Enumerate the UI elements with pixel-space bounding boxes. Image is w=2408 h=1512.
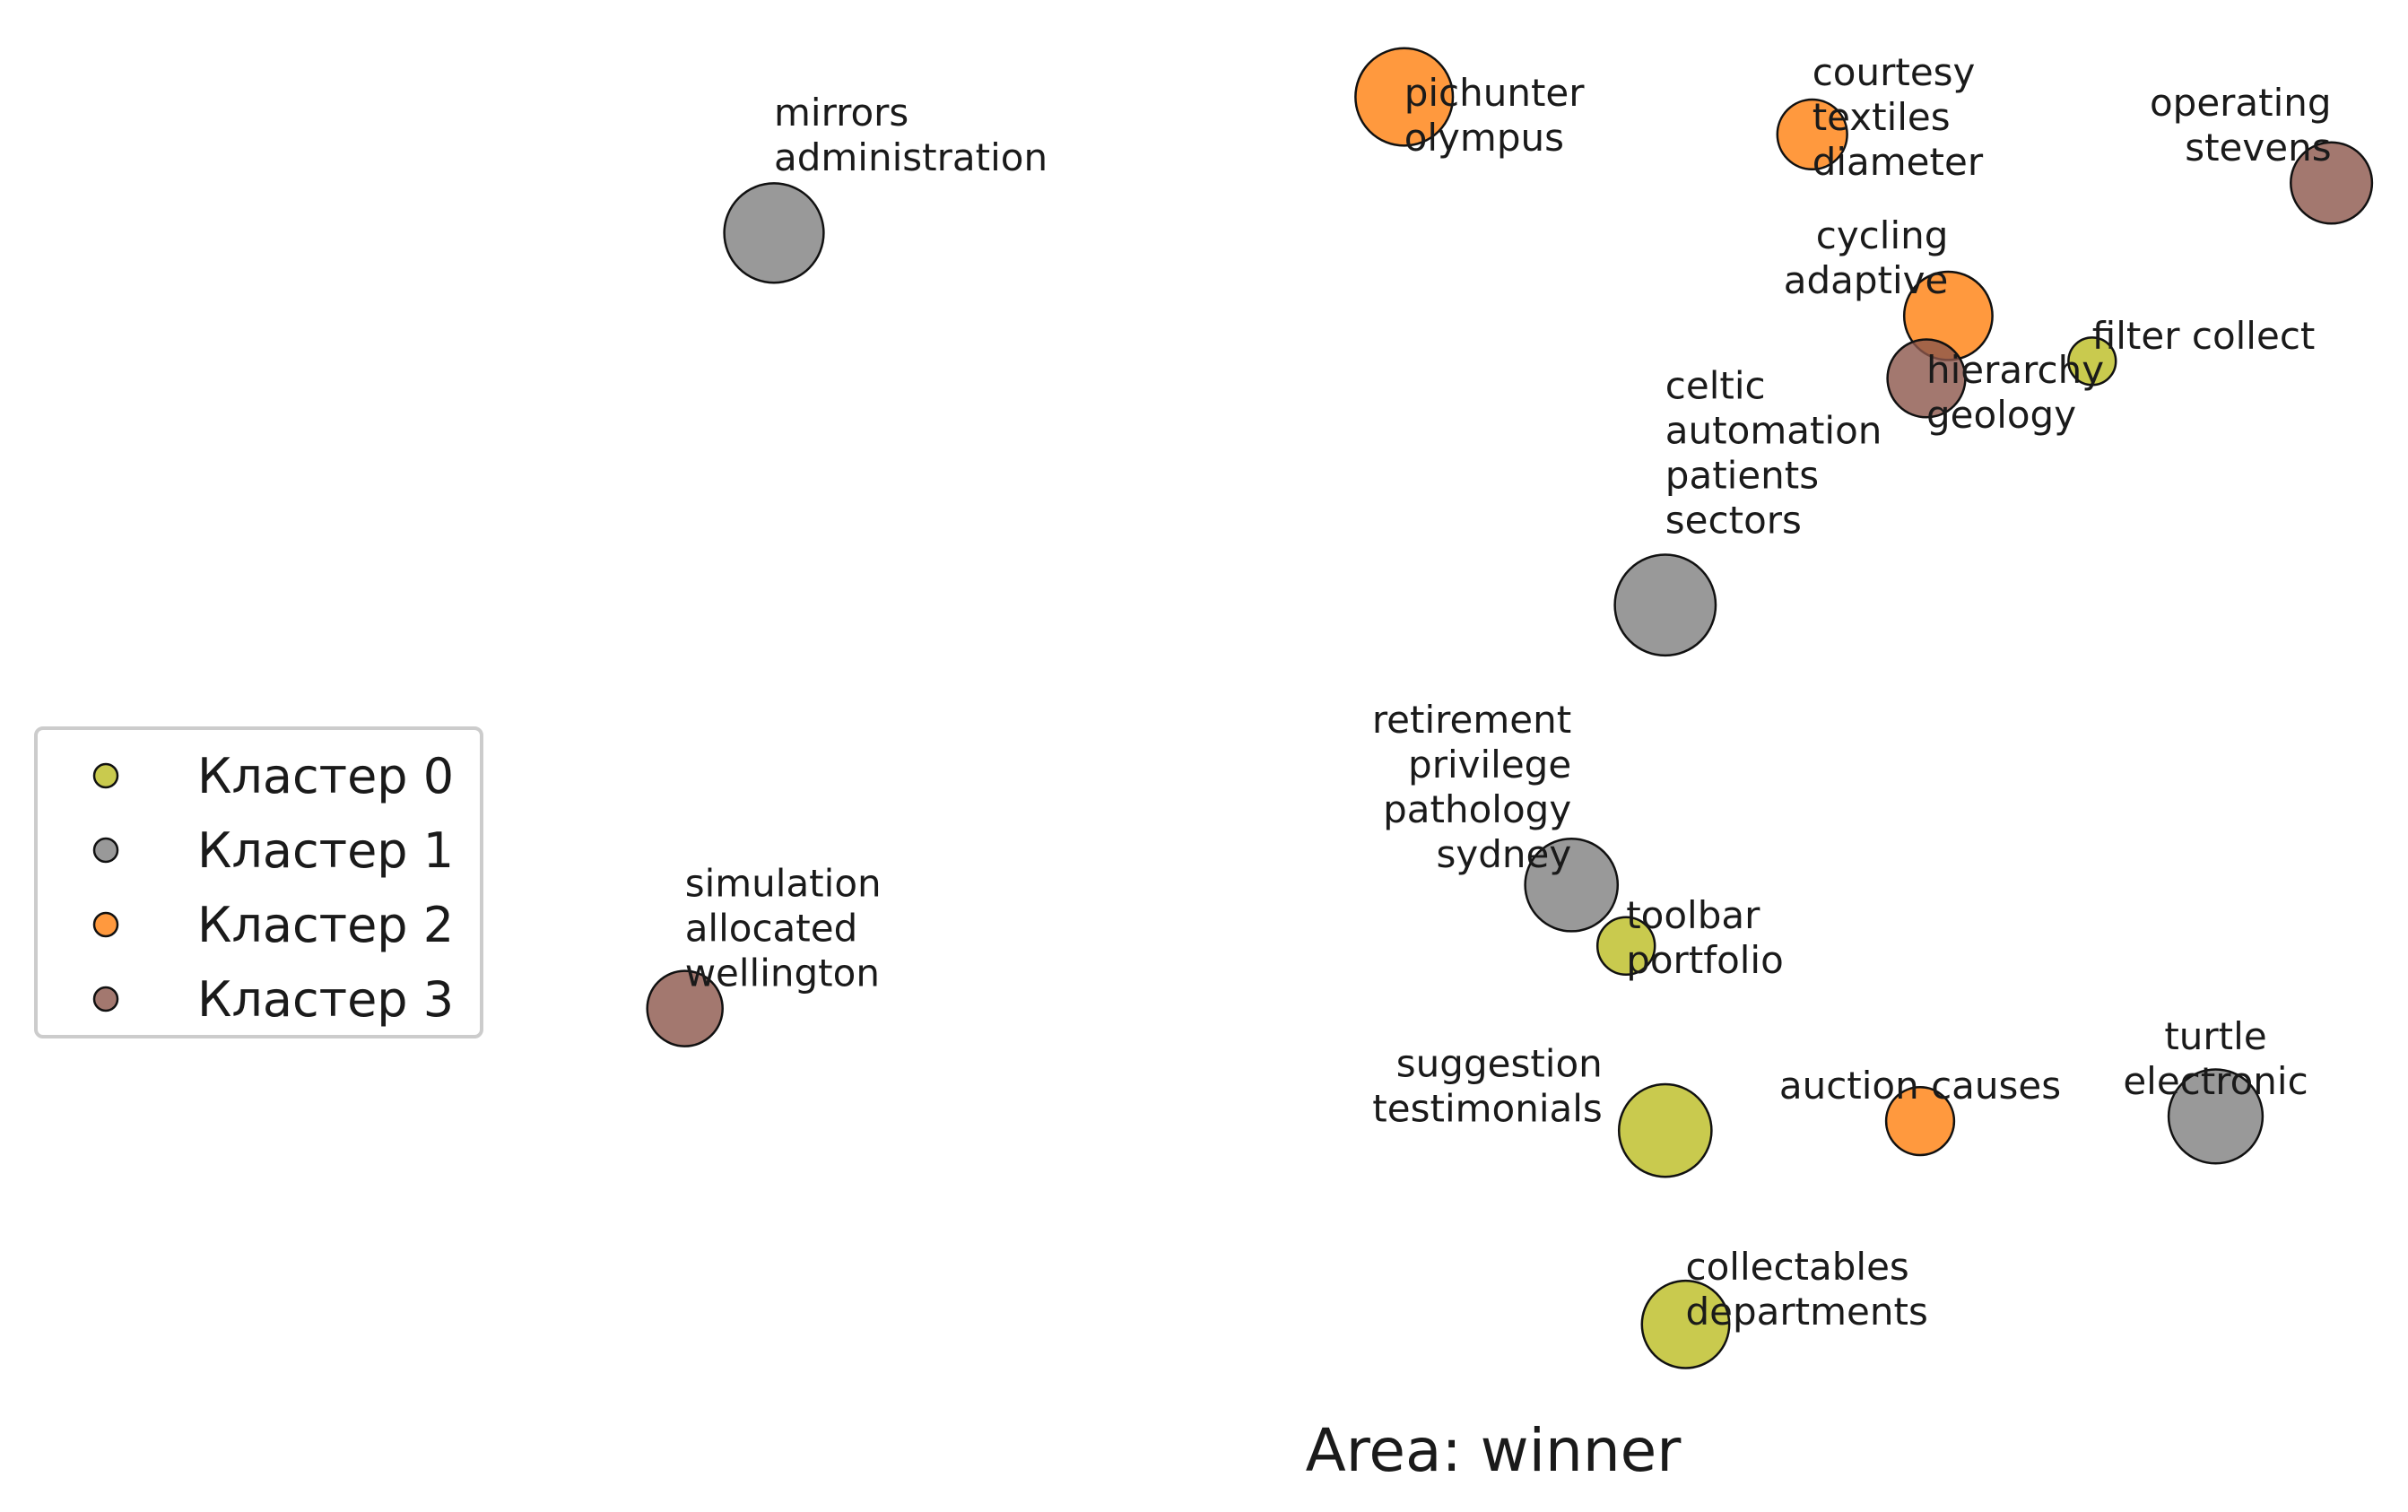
scatter-point [1776, 98, 1848, 171]
scatter-point [1354, 47, 1455, 147]
legend-label: Кластер 3 [197, 971, 454, 1028]
point-label: pichunter olympus [1404, 71, 1586, 160]
legend-marker [92, 762, 119, 789]
point-label: celtic automation patients sectors [1665, 364, 1882, 543]
point-label: operating stevens [2150, 81, 2332, 169]
legend-label: Кластер 0 [197, 748, 454, 804]
scatter-point [723, 182, 825, 284]
scatter-point [2167, 1068, 2265, 1165]
legend-marker [92, 837, 119, 864]
legend-frame [34, 726, 483, 1038]
scatter-point [1884, 1085, 1956, 1157]
scatter-point [1613, 553, 1717, 657]
point-label: mirrors administration [774, 91, 1048, 179]
scatter-point [646, 969, 724, 1047]
scatter-point [1524, 837, 1620, 933]
point-label: toolbar portfolio [1626, 893, 1784, 982]
scatter-point [1595, 916, 1656, 977]
scatter-point [2067, 336, 2117, 387]
point-label: hierarchy geology [1926, 348, 2104, 437]
labels-layer: filter collect toolbar portfolio suggestion… [685, 50, 2332, 1334]
scatter-point [1886, 338, 1967, 419]
point-label: collectables departments [1686, 1245, 1928, 1334]
point-label: suggestion testimonials [1372, 1042, 1603, 1131]
scatter-point [2290, 141, 2374, 225]
points-layer [646, 47, 2374, 1369]
point-label: retirement privilege pathology sydney [1372, 698, 1571, 876]
point-label: turtle electronic [2123, 1014, 2308, 1103]
legend-marker [92, 986, 119, 1012]
point-label: auction causes [1779, 1064, 2061, 1108]
legend-marker [92, 911, 119, 938]
scatter-point [1640, 1279, 1731, 1369]
legend-label: Кластер 2 [197, 897, 454, 953]
point-label: simulation allocated wellington [685, 862, 882, 995]
legend-label: Кластер 1 [197, 822, 454, 879]
point-label: filter collect [2092, 314, 2316, 358]
point-label: courtesy textiles diameter [1813, 50, 1984, 184]
legend: Кластер 0 Кластер 1 Кластер 2 Кластер 3 [34, 726, 483, 1038]
scatter-point [1617, 1082, 1713, 1178]
x-axis-label: Area: winner [1306, 1416, 1682, 1485]
point-label: cycling adaptive [1784, 213, 1949, 302]
